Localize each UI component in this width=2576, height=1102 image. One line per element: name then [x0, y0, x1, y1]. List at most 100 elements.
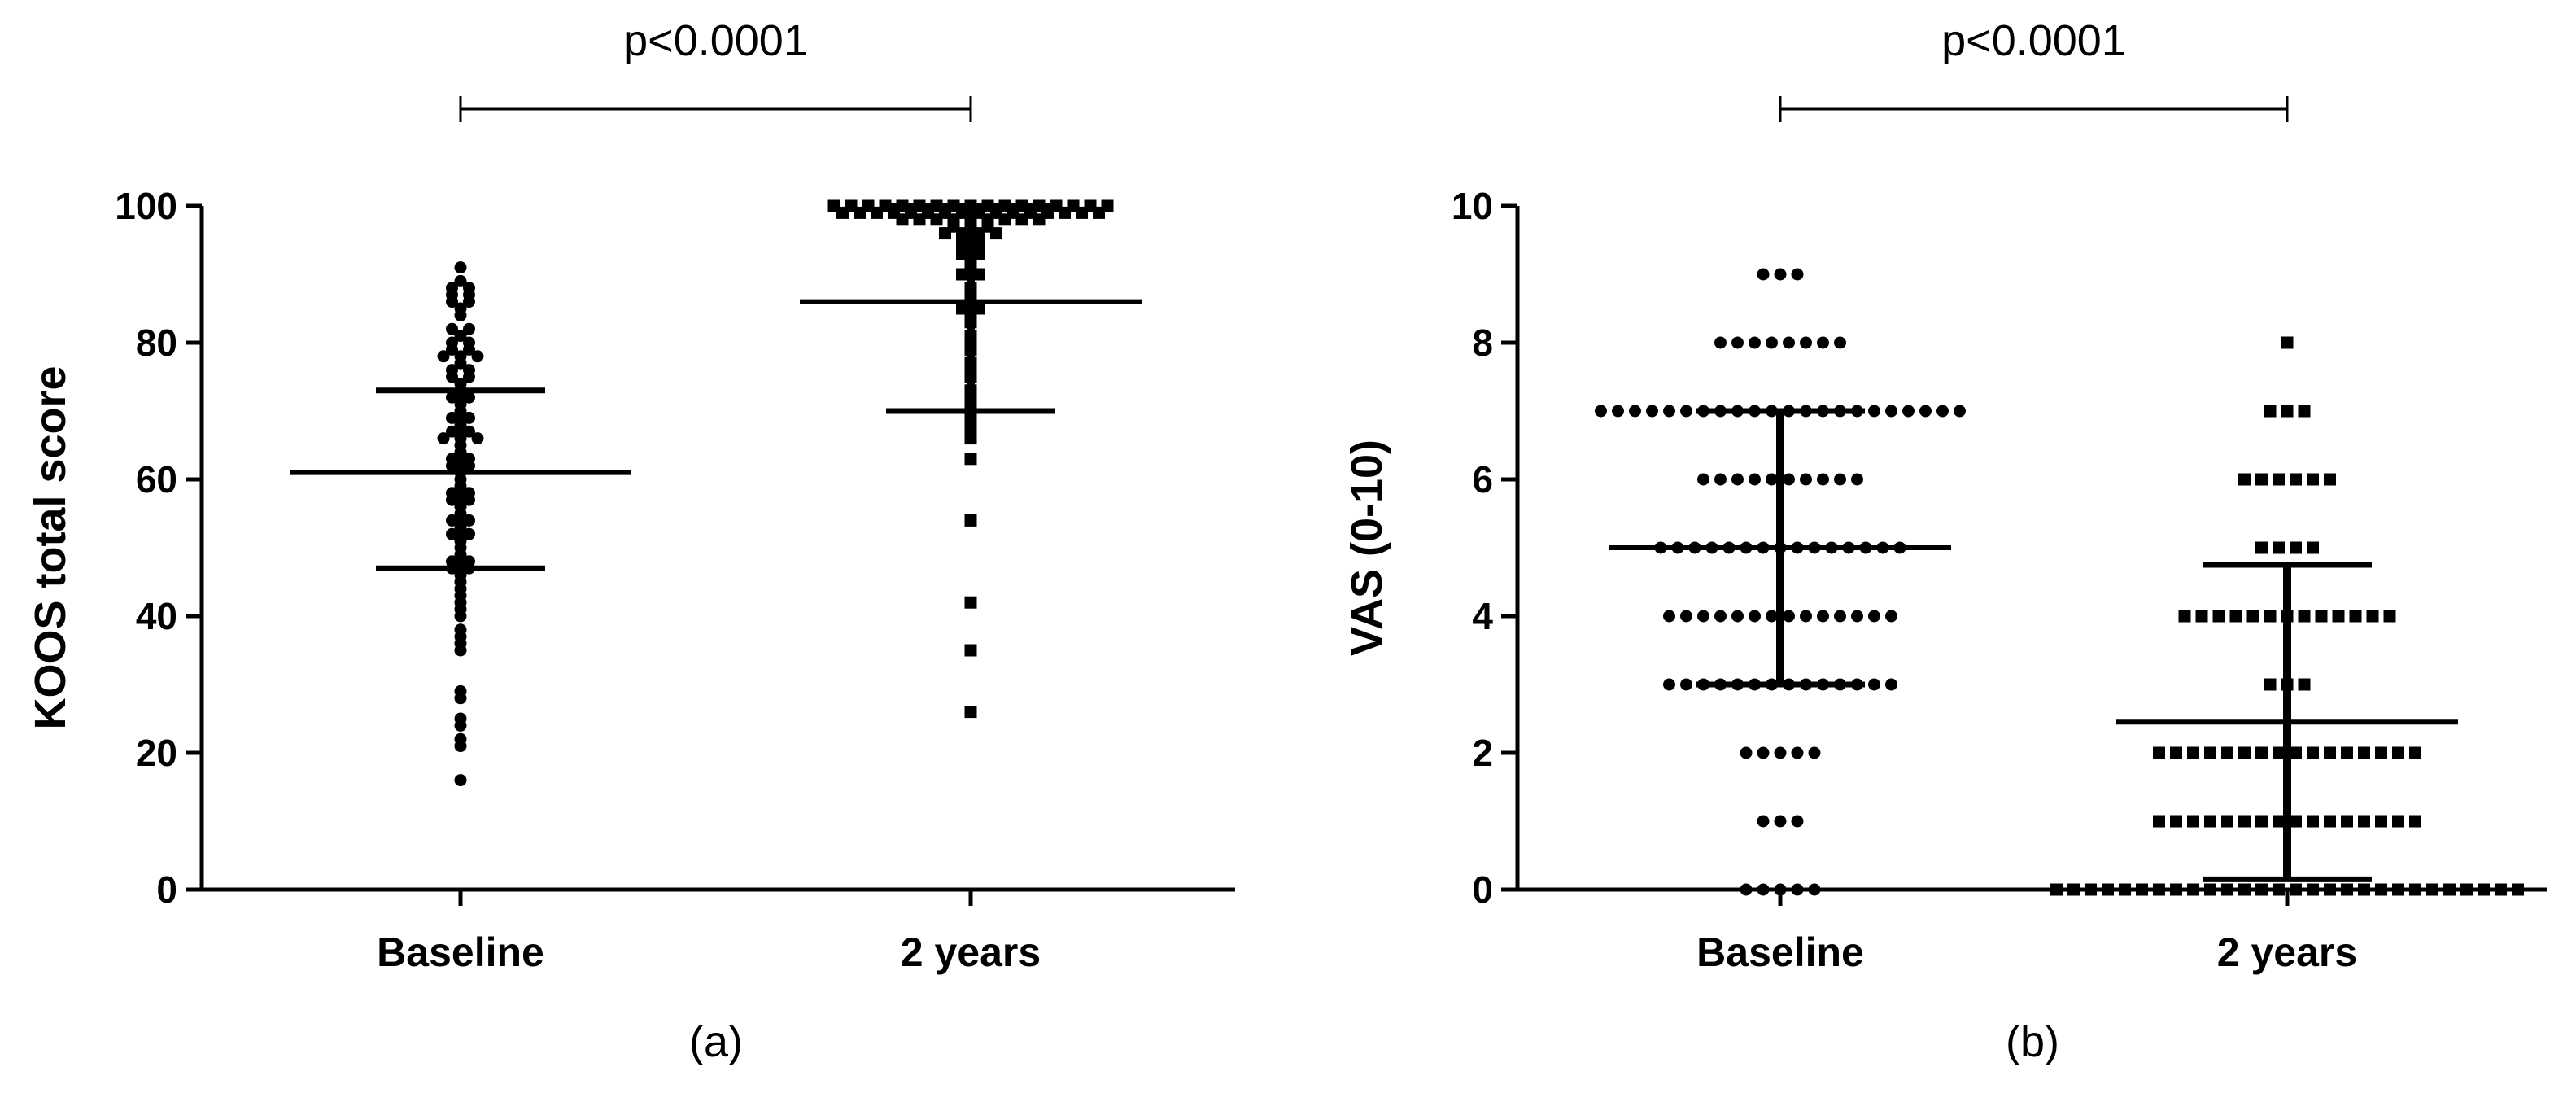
data-point	[2153, 746, 2165, 759]
data-point	[1749, 610, 1761, 623]
data-point	[1834, 473, 1846, 486]
data-point	[1740, 746, 1753, 759]
data-point	[1817, 610, 1829, 623]
data-point	[454, 302, 467, 315]
data-point	[2375, 746, 2387, 759]
data-point	[2409, 883, 2421, 896]
data-point	[1663, 610, 1675, 623]
data-point	[2298, 678, 2311, 691]
y-tick-label: 8	[1472, 321, 1493, 364]
data-point	[1774, 815, 1787, 828]
data-point	[2187, 883, 2199, 896]
data-point	[1714, 473, 1727, 486]
data-point	[827, 199, 840, 212]
data-point	[2119, 883, 2131, 896]
data-point	[463, 391, 475, 404]
data-point	[446, 453, 458, 466]
data-point	[2341, 815, 2353, 828]
data-point	[463, 425, 475, 438]
data-point	[2238, 815, 2251, 828]
data-point	[964, 644, 977, 657]
data-point	[2170, 746, 2182, 759]
data-point	[1774, 268, 1787, 281]
data-point	[1919, 405, 1932, 418]
data-point	[1680, 405, 1692, 418]
data-point	[2460, 883, 2473, 896]
data-point	[2290, 815, 2302, 828]
data-point	[1868, 610, 1880, 623]
data-point	[1800, 610, 1812, 623]
data-point	[2281, 405, 2294, 418]
data-point	[1646, 405, 1658, 418]
data-point	[1663, 405, 1675, 418]
data-point	[2255, 883, 2268, 896]
data-point	[1595, 405, 1607, 418]
data-point	[454, 712, 467, 725]
data-point	[2273, 746, 2285, 759]
data-point	[454, 623, 467, 636]
data-point	[879, 199, 892, 212]
data-point	[1749, 473, 1761, 486]
y-axis-title: VAS (0-10)	[1343, 439, 1391, 656]
data-point	[1885, 610, 1897, 623]
data-point	[2290, 541, 2302, 554]
data-point	[1697, 473, 1709, 486]
data-point	[2443, 883, 2456, 896]
data-point	[2221, 746, 2233, 759]
data-point	[463, 555, 475, 568]
data-point	[2392, 883, 2404, 896]
y-tick-label: 20	[136, 732, 177, 774]
y-tick-label: 6	[1472, 458, 1493, 501]
x-tick-label: Baseline	[1696, 929, 1864, 975]
data-point	[2512, 883, 2524, 896]
data-point	[2255, 815, 2268, 828]
data-point	[463, 336, 475, 349]
data-point	[1101, 199, 1114, 212]
data-point	[2409, 815, 2421, 828]
data-point	[2264, 610, 2277, 623]
data-point	[2366, 610, 2379, 623]
data-point	[2153, 883, 2165, 896]
data-point	[454, 569, 467, 582]
data-point	[1885, 678, 1897, 691]
data-point	[2307, 541, 2319, 554]
panel-label: (b)	[2006, 1017, 2059, 1066]
data-point	[1885, 405, 1897, 418]
data-point	[2102, 883, 2114, 896]
data-point	[1766, 336, 1778, 349]
y-tick-label: 0	[1472, 868, 1493, 911]
data-point	[463, 487, 475, 500]
data-point	[2255, 541, 2268, 554]
data-point	[1731, 610, 1744, 623]
data-point	[446, 336, 458, 349]
y-tick-label: 40	[136, 595, 177, 637]
data-point	[2298, 610, 2311, 623]
data-point	[1783, 610, 1795, 623]
data-point	[1766, 473, 1778, 486]
data-point	[454, 732, 467, 746]
data-point	[845, 199, 858, 212]
data-point	[1731, 473, 1744, 486]
data-point	[2246, 610, 2259, 623]
data-point	[1757, 815, 1770, 828]
data-point	[2290, 746, 2302, 759]
x-tick-label: Baseline	[377, 929, 544, 975]
data-point	[2324, 746, 2336, 759]
data-point	[2085, 883, 2097, 896]
data-point	[2426, 883, 2438, 896]
data-point	[446, 425, 458, 438]
data-point	[1791, 746, 1804, 759]
data-point	[2221, 883, 2233, 896]
data-point	[1783, 473, 1795, 486]
data-point	[2170, 815, 2182, 828]
data-point	[2324, 883, 2336, 896]
data-point	[964, 514, 977, 527]
data-point	[2136, 883, 2148, 896]
data-point	[2478, 883, 2490, 896]
data-point	[1817, 473, 1829, 486]
data-point	[454, 774, 467, 787]
data-point	[1791, 815, 1804, 828]
data-point	[2273, 473, 2285, 486]
data-point	[2341, 883, 2353, 896]
data-point	[2375, 815, 2387, 828]
